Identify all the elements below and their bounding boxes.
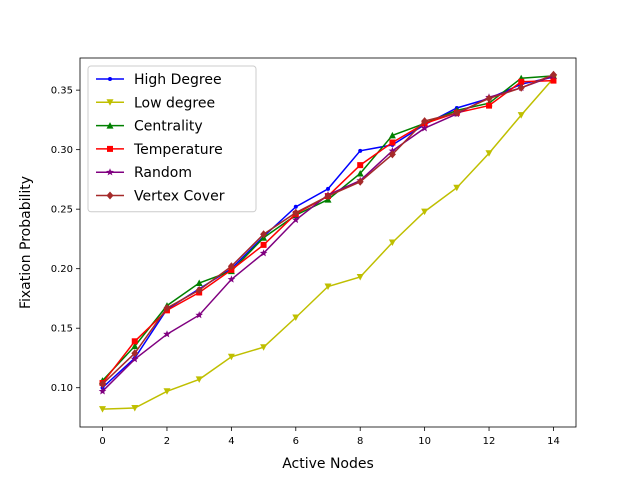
- data-point: [485, 94, 493, 103]
- data-point: [356, 274, 364, 281]
- x-tick-label: 0: [99, 436, 105, 447]
- data-point: [163, 304, 171, 312]
- data-point: [292, 314, 300, 321]
- legend-marker: [106, 99, 114, 106]
- data-point: [550, 70, 557, 79]
- data-point: [292, 208, 300, 217]
- y-tick-label: 0.30: [51, 145, 73, 156]
- x-tick-label: 6: [293, 436, 299, 447]
- data-point: [389, 139, 396, 146]
- x-tick-label: 10: [418, 436, 431, 447]
- data-point: [131, 405, 139, 412]
- y-tick-label: 0.15: [51, 324, 73, 335]
- legend-label: Centrality: [134, 119, 203, 135]
- x-tick-label: 12: [483, 436, 496, 447]
- data-point: [163, 388, 171, 395]
- y-axis-label: Fixation Probability: [18, 176, 34, 309]
- data-point: [453, 184, 461, 192]
- legend-label: Vertex Cover: [134, 189, 225, 205]
- legend-marker: [106, 191, 114, 200]
- y-tick-label: 0.35: [51, 86, 73, 97]
- legend-item: Centrality: [96, 119, 203, 135]
- x-tick-label: 2: [164, 436, 170, 447]
- data-point: [388, 150, 396, 159]
- legend: High Degree Low degree Centrality Temperatu…: [87, 65, 257, 213]
- data-point: [99, 406, 106, 413]
- data-point: [259, 249, 268, 257]
- data-point: [98, 387, 107, 395]
- axes-frame: [79, 57, 577, 428]
- data-point: [388, 131, 396, 139]
- data-point: [195, 311, 203, 319]
- data-point: [421, 117, 429, 126]
- legend-label: Low degree: [134, 95, 215, 111]
- data-point: [131, 342, 139, 350]
- x-tick-label: 4: [228, 436, 234, 447]
- legend-marker: [107, 145, 113, 152]
- data-point: [131, 349, 139, 358]
- legend-marker: [106, 168, 114, 176]
- legend-label: Random: [134, 165, 192, 181]
- data-point: [356, 170, 364, 177]
- data-point: [324, 192, 332, 201]
- data-point: [131, 338, 138, 345]
- data-point: [293, 204, 298, 209]
- axes: 0 2 4 6 8 10 12 14 0.10 0.15 0.20 0.25 0.30 0.35: [51, 57, 577, 447]
- data-point: [195, 286, 203, 295]
- data-point: [485, 150, 493, 157]
- series-5: [99, 70, 557, 389]
- data-point: [130, 355, 139, 363]
- legend-item: High Degree: [96, 72, 222, 88]
- data-point: [227, 353, 235, 361]
- plot-area: [98, 70, 558, 413]
- data-point: [195, 279, 203, 286]
- data-point: [486, 102, 493, 109]
- y-tick-label: 0.10: [51, 383, 73, 394]
- data-point: [356, 177, 364, 186]
- data-point: [227, 275, 236, 283]
- legend-item: Random: [96, 165, 192, 181]
- data-point: [292, 215, 300, 224]
- data-point: [324, 283, 332, 290]
- data-point: [453, 108, 461, 117]
- data-point: [420, 124, 429, 132]
- x-tick-label: 8: [357, 436, 363, 447]
- legend-label: High Degree: [134, 72, 222, 88]
- legend-marker: [108, 77, 112, 81]
- data-point: [517, 112, 525, 119]
- y-tick-label: 0.20: [51, 264, 73, 275]
- data-point: [517, 83, 525, 92]
- legend-item: Vertex Cover: [96, 189, 225, 205]
- data-point: [550, 77, 557, 84]
- legend-item: Temperature: [96, 142, 223, 158]
- data-point: [388, 239, 396, 246]
- data-point: [358, 148, 363, 153]
- data-point: [260, 241, 267, 248]
- data-point: [195, 376, 203, 383]
- data-point: [227, 262, 235, 271]
- y-tick-label: 0.25: [51, 205, 73, 216]
- data-point: [99, 380, 106, 389]
- x-axis-label: Active Nodes: [282, 456, 374, 472]
- data-point: [421, 208, 429, 216]
- data-point: [357, 162, 364, 169]
- data-point: [163, 330, 171, 338]
- x-tick-label: 14: [547, 436, 560, 447]
- legend-item: Low degree: [96, 95, 215, 111]
- data-point: [326, 186, 330, 191]
- data-point: [518, 78, 525, 85]
- data-point: [260, 344, 268, 351]
- legend-box: [87, 65, 257, 213]
- legend-marker: [106, 122, 114, 129]
- legend-label: Temperature: [133, 142, 223, 158]
- data-point: [260, 230, 268, 239]
